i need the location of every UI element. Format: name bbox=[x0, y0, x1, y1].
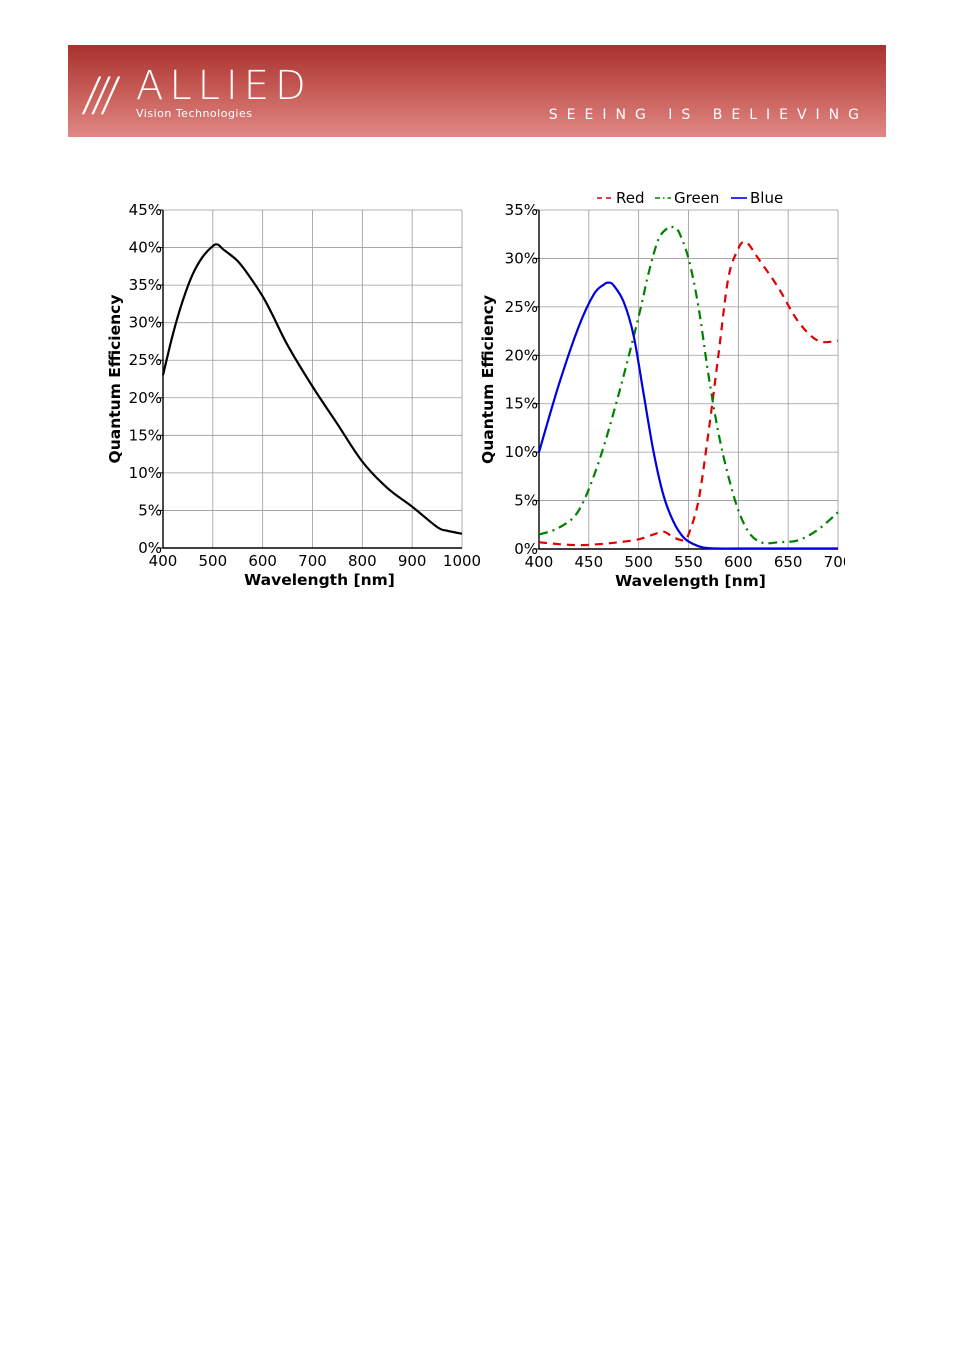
y-tick-label: 35% bbox=[505, 201, 538, 219]
y-tick-label: 20% bbox=[505, 346, 538, 364]
0-grid bbox=[158, 209, 463, 549]
color-qe-chart: 400 450 500 550 600 650 700 0% 5% 10% 15% 20% 25% 30%… bbox=[479, 189, 845, 590]
x-tick-label: 900 bbox=[398, 552, 427, 570]
x-tick-label: 1000 bbox=[443, 552, 481, 570]
x-tick-label: 650 bbox=[774, 553, 803, 571]
logo-slashes: /// bbox=[80, 67, 117, 121]
y-tick-label: 35% bbox=[129, 276, 162, 294]
x-axis-title: Wavelength [nm] bbox=[615, 572, 766, 590]
y-tick-label: 20% bbox=[129, 389, 162, 407]
x-tick-label: 500 bbox=[624, 553, 653, 571]
legend-label-blue: Blue bbox=[750, 189, 783, 207]
x-tick-label: 550 bbox=[674, 553, 703, 571]
header-banner: /// ALLIED Vision Technologies SEEING IS… bbox=[68, 45, 886, 137]
y-tick-label: 25% bbox=[129, 351, 162, 369]
y-tick-label: 0% bbox=[514, 540, 538, 558]
y-tick-label: 5% bbox=[138, 501, 162, 519]
x-tick-label: 400 bbox=[525, 553, 554, 571]
y-tick-label: 5% bbox=[514, 492, 538, 510]
y-tick-label: 30% bbox=[129, 314, 162, 332]
y-tick-label: 45% bbox=[129, 201, 162, 219]
y-tick-label: 40% bbox=[129, 239, 162, 257]
legend-label-green: Green bbox=[674, 189, 719, 207]
chart-legend: Red Green Blue bbox=[597, 189, 783, 207]
x-tick-label: 450 bbox=[575, 553, 604, 571]
x-axis-title: Wavelength [nm] bbox=[244, 571, 395, 589]
x-tick-label: 700 bbox=[298, 552, 327, 570]
y-tick-label: 25% bbox=[505, 298, 538, 316]
y-tick-label: 10% bbox=[505, 443, 538, 461]
x-tick-label: 600 bbox=[248, 552, 277, 570]
series-line-blue bbox=[537, 281, 838, 550]
tagline: SEEING IS BELIEVING bbox=[548, 107, 868, 123]
x-tick-label: 700 bbox=[824, 553, 845, 571]
y-tick-label: 15% bbox=[505, 395, 538, 413]
x-tick-label: 600 bbox=[724, 553, 753, 571]
series-line-qe bbox=[161, 243, 463, 535]
legend-label-red: Red bbox=[616, 189, 645, 207]
y-tick-label: 0% bbox=[138, 539, 162, 557]
y-tick-label: 30% bbox=[505, 249, 538, 267]
series-line-green bbox=[538, 225, 839, 545]
y-axis-title: Quantum Efficiency bbox=[106, 295, 124, 464]
mono-qe-chart: 400 500 600 700 800 900 1000 0% 5% 10% 15% 20% 25% 30… bbox=[106, 201, 481, 589]
logo-wordmark: ALLIED bbox=[136, 63, 312, 109]
logo-subtitle: Vision Technologies bbox=[136, 107, 253, 120]
x-tick-label: 400 bbox=[149, 552, 178, 570]
x-tick-label: 800 bbox=[348, 552, 377, 570]
y-tick-label: 10% bbox=[129, 464, 162, 482]
y-tick-label: 15% bbox=[129, 426, 162, 444]
y-axis-title: Quantum Efficiency bbox=[479, 295, 497, 464]
series-line-red bbox=[538, 240, 839, 547]
x-tick-label: 500 bbox=[199, 552, 228, 570]
1-grid bbox=[534, 209, 839, 550]
